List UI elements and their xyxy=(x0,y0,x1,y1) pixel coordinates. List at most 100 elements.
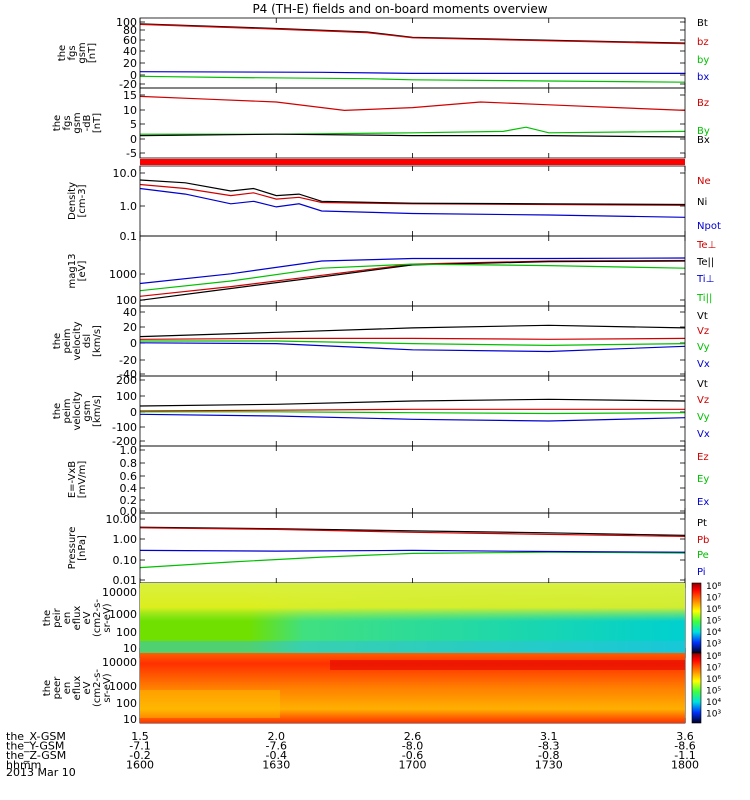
panel-6-ytick-label: 0 xyxy=(130,406,137,419)
panel-4-frame xyxy=(139,235,686,307)
panel-4-series-ti xyxy=(139,257,686,285)
panel-1-ylabel-4: [nT] xyxy=(87,43,98,63)
panel-7: E=-VxB [mV/m] 1.00.80.60.40.20.0 Ez Ey Ex xyxy=(67,444,709,518)
panel-1-ylabel-3: gsm xyxy=(77,42,88,63)
panel-5-ylabel-4: dsl xyxy=(82,334,93,348)
panel-2-ylabel-4: -dB xyxy=(82,114,93,131)
footer-row-4-value-4: 1730 xyxy=(535,759,563,772)
footer-row-4-label: hhmm xyxy=(6,759,41,772)
footer-row-4-value-2: 1630 xyxy=(262,759,290,772)
panel-7-ytick-label: 1.0 xyxy=(120,444,138,457)
panel-2-legend-3: Bx xyxy=(697,135,710,146)
panel-9-ytick-label: 10000 xyxy=(102,586,137,599)
panel-6-ylabel-4: gsm xyxy=(82,400,93,421)
panel-8-legend-1: Pt xyxy=(697,518,707,529)
footer-row-3-value-5: -1.1 xyxy=(674,749,695,762)
colorbar-2-tick-5: 10⁴ xyxy=(706,698,721,708)
panel-5-series-vz xyxy=(139,337,686,340)
footer-row-1-value-3: 2.6 xyxy=(404,730,422,743)
panel-7-frame xyxy=(139,445,686,514)
colorbar-1-tick-1: 10⁸ xyxy=(706,582,721,592)
panel-1-ytick-label: 20 xyxy=(123,57,137,70)
panel-2-ytick-label: -5 xyxy=(126,147,137,160)
footer-row-2-value-2: -7.6 xyxy=(266,740,287,753)
panel-8-ylabel-2: [nPa] xyxy=(77,535,88,561)
electron-spectrogram xyxy=(140,653,685,723)
panel-10-ytick-label: 10000 xyxy=(102,656,137,669)
panel-5-ytick-label: 20 xyxy=(123,321,137,334)
separator-bar xyxy=(140,159,685,165)
panel-9-ylabel-4: eflux xyxy=(72,606,83,631)
footer-date: 2013 Mar 10 xyxy=(6,766,76,779)
colorbar-2-tick-6: 10³ xyxy=(706,710,721,720)
colorbar-ion xyxy=(691,582,702,654)
panel-1-legend-3: by xyxy=(697,55,709,66)
ion-spectrogram xyxy=(140,583,685,653)
panel-6-series-vy xyxy=(140,411,686,415)
panel-4-series-te xyxy=(139,260,686,301)
panel-3: Density [cm-3] 10.0 1.0 0.1 Ne Ni Npot xyxy=(67,165,721,243)
panel-8-legend-3: Pe xyxy=(697,550,709,561)
panel-5-legend-2: Vz xyxy=(697,326,709,337)
panel-6-legend-1: Vt xyxy=(697,379,708,390)
panel-6-ytick-label: 200 xyxy=(116,374,137,387)
panel-8-series-pt xyxy=(139,526,686,536)
panel-6-ylabel-5: [km/s] xyxy=(92,395,103,427)
panel-8-legend-2: Pb xyxy=(697,535,709,546)
panel-2-series-bx xyxy=(139,133,686,138)
panel-4: mag13 [eV] 1000 100 Te⊥ Te|| Ti⊥ Ti|| xyxy=(67,235,716,307)
panel-1-legend-1: Bt xyxy=(697,18,708,29)
panel-10-ytick-label: 1000 xyxy=(109,680,137,693)
panel-2-legend-2: By xyxy=(697,126,710,137)
footer-row-4-value-5: 1800 xyxy=(671,759,699,772)
panel-1-ytick-label: 100 xyxy=(116,16,137,29)
panel-10-ylabel-1: the xyxy=(42,680,53,696)
panel-10-ylabel-2: peer xyxy=(52,676,63,700)
panel-1-legend-2: bz xyxy=(697,37,709,48)
electron-spectrogram-high-band xyxy=(330,660,685,670)
panel-9-ytick-label: 10 xyxy=(123,642,137,655)
panel-1-series-by xyxy=(139,75,686,83)
panel-6-ytick-label: -100 xyxy=(112,421,137,434)
footer-row-1-value-5: 3.6 xyxy=(676,730,694,743)
colorbar-1-tick-4: 10⁵ xyxy=(706,617,721,627)
panel-2-ylabel-5: [nT] xyxy=(92,113,103,133)
panel-1-ytick-label: 40 xyxy=(123,45,137,58)
panel-7-legend-3: Ex xyxy=(697,497,709,508)
panel-5-ylabel-1: the xyxy=(52,333,63,349)
footer-row-3-value-1: -0.2 xyxy=(129,749,150,762)
panel-6-ytick-label: 100 xyxy=(116,390,137,403)
panel-3-frame xyxy=(139,165,686,237)
colorbar-2-tick-4: 10⁵ xyxy=(706,687,721,697)
panel-7-legend-2: Ey xyxy=(697,474,709,485)
panel-5-ytick-label: -40 xyxy=(119,368,137,381)
panel-2-ytick-label: 15 xyxy=(123,89,137,102)
footer-row-2-value-4: -8.3 xyxy=(538,740,559,753)
panel-4-legend-1: Te⊥ xyxy=(696,240,716,251)
footer-row-1-value-2: 2.0 xyxy=(268,730,286,743)
panel-5-legend-4: Vx xyxy=(697,359,710,370)
panel-2-series-by xyxy=(140,126,686,135)
panel-10: the peer en eflux eV (cm2-s-sr-eV) 10000 1000 10… xyxy=(42,652,686,726)
panel-2-ylabel-1: the xyxy=(52,115,63,131)
panel-3-series-ne xyxy=(139,183,686,206)
panel-3-ytick-label: 0.1 xyxy=(120,230,138,243)
panel-5-ytick-label: 0 xyxy=(130,337,137,350)
panel-2-ytick-label: 0 xyxy=(130,133,137,146)
panel-1-ylabel-2: fgs xyxy=(67,45,78,60)
footer-row-3-value-3: -0.6 xyxy=(402,749,423,762)
footer-row-2-value-1: -7.1 xyxy=(129,740,150,753)
panel-3-ylabel-2: [cm-3] xyxy=(77,184,88,217)
panel-1-ytick-label: 80 xyxy=(123,24,137,37)
panel-9-ytick-label: 100 xyxy=(116,626,137,639)
panel-7-ytick-label: 0.8 xyxy=(120,457,138,470)
colorbar-2-tick-3: 10⁶ xyxy=(706,675,721,685)
panel-6-ylabel-1: the xyxy=(52,403,63,419)
panel-4-series-ti xyxy=(139,263,686,292)
panel-6-series-vt xyxy=(139,398,686,407)
panel-1-ytick-label: 0 xyxy=(130,69,137,82)
panel-6-legend-3: Vy xyxy=(697,412,710,423)
panel-8-ytick-label: 0.01 xyxy=(113,574,138,587)
